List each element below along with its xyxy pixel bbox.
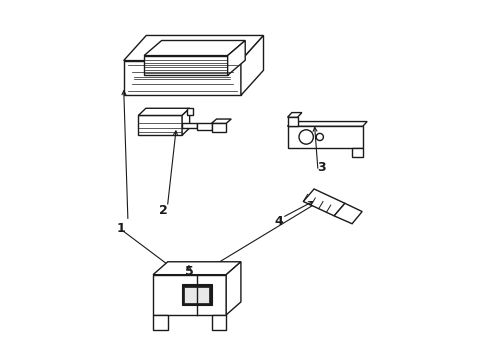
Polygon shape xyxy=(187,108,193,116)
Text: 2: 2 xyxy=(159,204,168,217)
Polygon shape xyxy=(182,123,196,128)
Polygon shape xyxy=(144,55,227,75)
Polygon shape xyxy=(138,116,182,135)
Polygon shape xyxy=(287,122,366,126)
Polygon shape xyxy=(287,113,301,117)
Text: 3: 3 xyxy=(317,161,325,174)
Polygon shape xyxy=(211,315,226,329)
Polygon shape xyxy=(153,275,226,315)
Polygon shape xyxy=(144,41,244,55)
Circle shape xyxy=(298,130,313,144)
Polygon shape xyxy=(123,60,241,95)
Polygon shape xyxy=(123,36,263,60)
Polygon shape xyxy=(153,262,241,275)
Polygon shape xyxy=(287,126,362,148)
Text: 4: 4 xyxy=(274,215,283,228)
Polygon shape xyxy=(351,148,362,157)
Polygon shape xyxy=(182,108,189,135)
Polygon shape xyxy=(211,119,231,123)
Polygon shape xyxy=(196,123,211,130)
Polygon shape xyxy=(182,284,211,305)
Polygon shape xyxy=(184,287,209,303)
Polygon shape xyxy=(211,123,226,132)
Polygon shape xyxy=(153,315,167,329)
Text: 1: 1 xyxy=(116,222,125,235)
Polygon shape xyxy=(138,108,189,116)
Polygon shape xyxy=(241,36,263,95)
Polygon shape xyxy=(303,189,344,216)
Circle shape xyxy=(316,134,323,140)
Polygon shape xyxy=(226,262,241,315)
Polygon shape xyxy=(287,117,297,126)
Text: 5: 5 xyxy=(184,265,193,278)
Polygon shape xyxy=(227,41,244,75)
Polygon shape xyxy=(333,203,362,224)
